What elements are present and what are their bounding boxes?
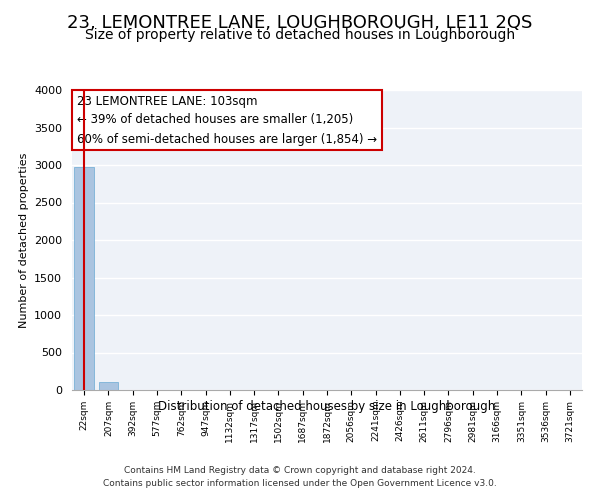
Bar: [74, 166, 94, 390]
Y-axis label: Number of detached properties: Number of detached properties: [19, 152, 29, 328]
Text: Contains HM Land Registry data © Crown copyright and database right 2024.: Contains HM Land Registry data © Crown c…: [124, 466, 476, 475]
Text: 23, LEMONTREE LANE, LOUGHBOROUGH, LE11 2QS: 23, LEMONTREE LANE, LOUGHBOROUGH, LE11 2…: [67, 14, 533, 32]
Text: Size of property relative to detached houses in Loughborough: Size of property relative to detached ho…: [85, 28, 515, 42]
Text: Contains public sector information licensed under the Open Government Licence v3: Contains public sector information licen…: [103, 479, 497, 488]
Bar: [99, 382, 118, 390]
Text: 23 LEMONTREE LANE: 103sqm
← 39% of detached houses are smaller (1,205)
60% of se: 23 LEMONTREE LANE: 103sqm ← 39% of detac…: [77, 94, 377, 146]
Text: Distribution of detached houses by size in Loughborough: Distribution of detached houses by size …: [158, 400, 496, 413]
